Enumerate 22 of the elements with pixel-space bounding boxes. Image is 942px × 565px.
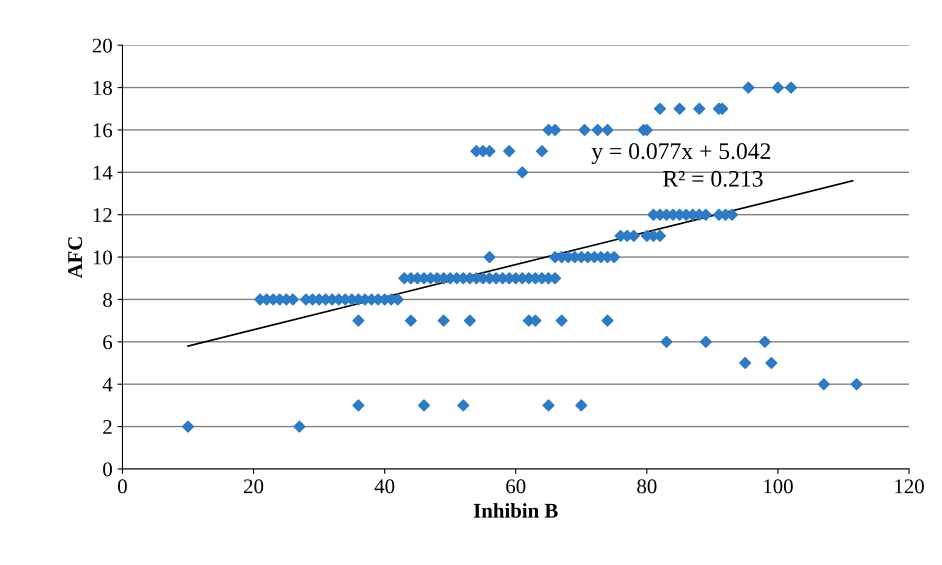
y-axis-title: AFC — [68, 237, 82, 278]
y-tick-label: 8 — [103, 292, 112, 307]
y-tick-label: 14 — [94, 166, 112, 180]
y-tick-label: 18 — [94, 80, 112, 96]
y-tick-label: 4 — [102, 378, 112, 392]
annotation: R² = 0.213 — [663, 170, 763, 187]
x-tick-label: 120 — [895, 479, 924, 494]
y-tick-label: 10 — [94, 250, 112, 265]
x-tick-label: 60 — [506, 479, 526, 494]
annotation: y = 0.077x + 5.042 — [592, 143, 770, 164]
y-tick-label: 6 — [103, 335, 112, 350]
y-tick-label: 16 — [94, 123, 112, 138]
x-tick-label: 20 — [244, 479, 264, 494]
x-tick-label: 40 — [374, 479, 394, 494]
x-tick-label: 80 — [637, 479, 656, 494]
x-axis-title: Inhibin B — [474, 503, 558, 518]
x-tick-label: 0 — [118, 479, 127, 494]
y-tick-label: 20 — [92, 38, 112, 53]
y-tick-label: 0 — [103, 462, 112, 476]
y-tick-label: 12 — [94, 208, 112, 222]
y-tick-label: 2 — [103, 420, 112, 434]
x-tick-label: 100 — [764, 479, 793, 494]
